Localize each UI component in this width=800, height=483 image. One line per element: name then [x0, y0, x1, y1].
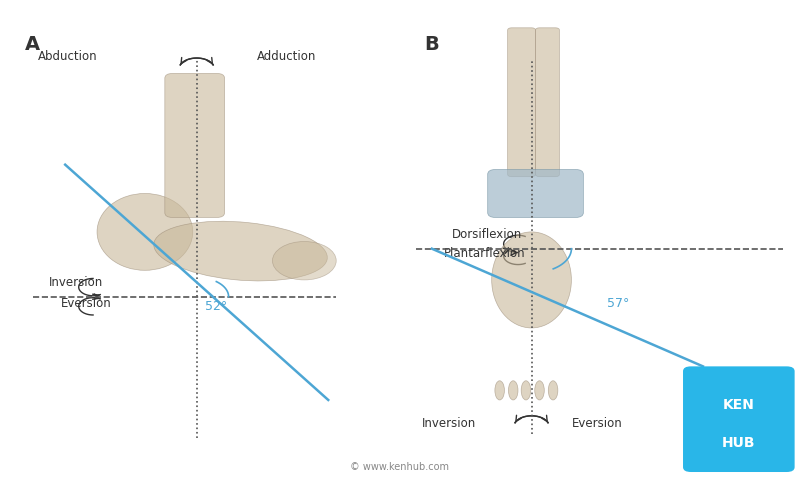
Text: 52°: 52° — [205, 300, 227, 313]
Text: Plantarflexion: Plantarflexion — [444, 247, 526, 260]
Ellipse shape — [97, 194, 193, 270]
Ellipse shape — [495, 381, 505, 400]
FancyBboxPatch shape — [165, 73, 225, 217]
Ellipse shape — [548, 381, 558, 400]
Text: © www.kenhub.com: © www.kenhub.com — [350, 462, 450, 472]
Text: Inversion: Inversion — [422, 417, 476, 430]
FancyBboxPatch shape — [683, 367, 794, 472]
Text: Adduction: Adduction — [257, 50, 316, 63]
Text: A: A — [26, 35, 41, 54]
Ellipse shape — [509, 381, 518, 400]
Text: Abduction: Abduction — [38, 50, 97, 63]
Text: Eversion: Eversion — [571, 417, 622, 430]
Ellipse shape — [521, 381, 530, 400]
Text: 57°: 57° — [607, 298, 630, 311]
FancyBboxPatch shape — [508, 28, 535, 177]
Text: HUB: HUB — [722, 436, 755, 450]
Text: B: B — [424, 35, 438, 54]
Text: KEN: KEN — [723, 398, 754, 412]
FancyBboxPatch shape — [535, 28, 559, 177]
Text: Eversion: Eversion — [61, 298, 112, 311]
Ellipse shape — [492, 232, 571, 328]
Ellipse shape — [534, 381, 544, 400]
Text: Inversion: Inversion — [50, 276, 103, 289]
Ellipse shape — [154, 221, 327, 281]
Ellipse shape — [273, 242, 336, 280]
FancyBboxPatch shape — [488, 170, 583, 217]
Text: Dorsiflexion: Dorsiflexion — [452, 228, 522, 241]
